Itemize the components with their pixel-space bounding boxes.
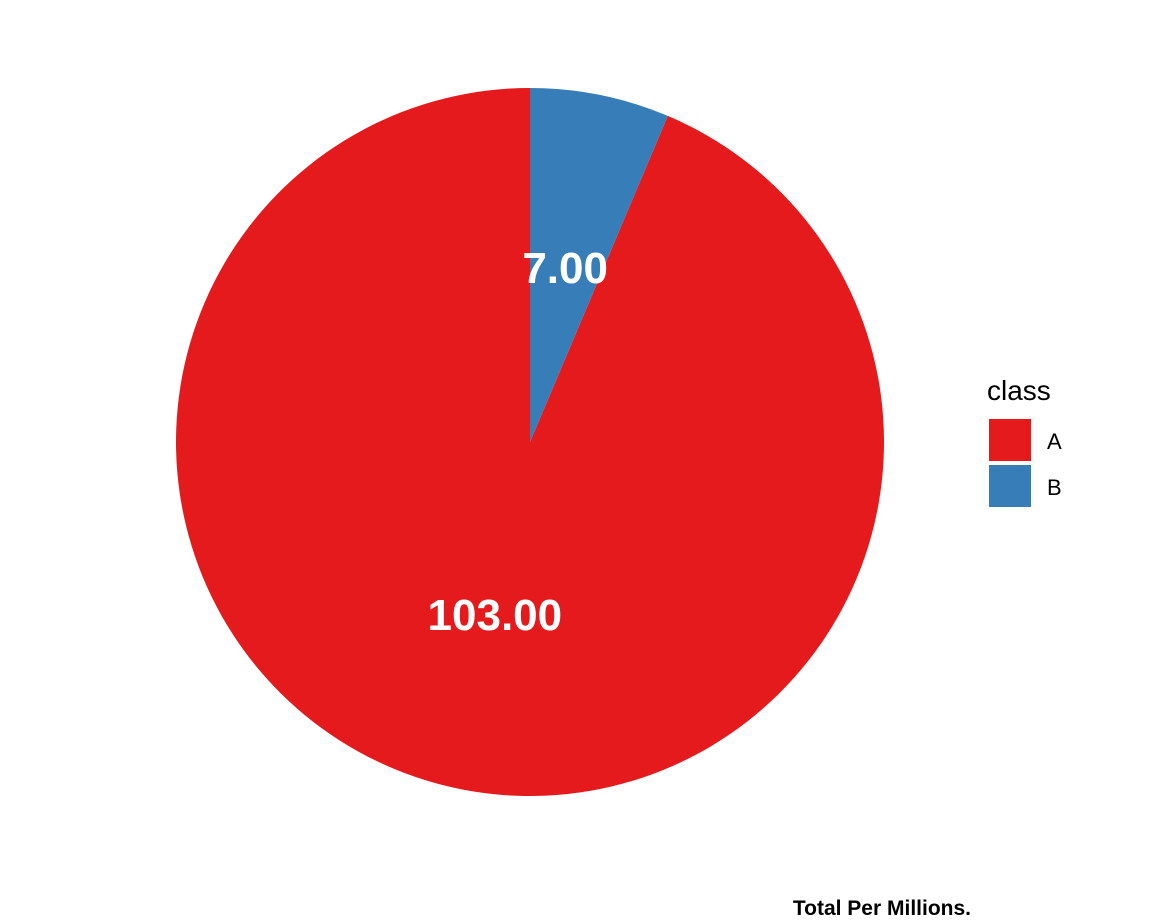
- pie-slice-b: [530, 88, 668, 442]
- slice-value-label-b: 7.00: [522, 244, 608, 293]
- slice-value-label-a: 103.00: [428, 591, 563, 640]
- chart-caption: Total Per Millions.: [793, 897, 971, 920]
- legend-key-a: [989, 419, 1031, 461]
- legend-key-b: [989, 465, 1031, 507]
- legend-label-b: B: [1047, 475, 1062, 500]
- legend-label-a: A: [1047, 429, 1062, 454]
- legend-title: class: [987, 375, 1051, 406]
- legend: class A B: [987, 375, 1062, 507]
- slice-labels: 103.00 7.00: [428, 244, 608, 640]
- pie-slices: [175, 88, 885, 796]
